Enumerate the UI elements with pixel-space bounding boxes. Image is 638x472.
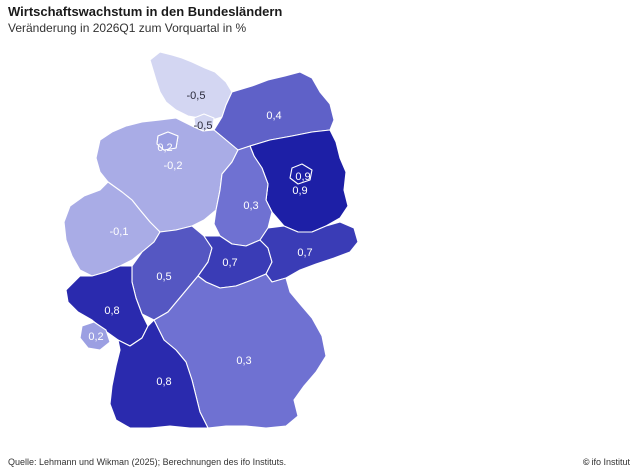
label-sachsen-anhalt: 0,3: [243, 200, 258, 212]
label-mecklenburg-vorpommern: 0,4: [266, 110, 281, 122]
label-rheinland-pfalz: 0,8: [104, 305, 119, 317]
chart-subtitle: Veränderung in 2026Q1 zum Vorquartal in …: [8, 21, 247, 35]
label-saarland: 0,2: [88, 331, 103, 343]
state-baden-wuerttemberg[interactable]: [109, 319, 209, 429]
state-schleswig-holstein[interactable]: [149, 51, 233, 121]
label-sachsen: 0,7: [297, 247, 312, 259]
label-berlin: 0,9: [295, 171, 310, 183]
state-sachsen[interactable]: [259, 221, 359, 283]
label-thueringen: 0,7: [222, 257, 237, 269]
copyright-symbol: ©: [582, 457, 590, 467]
label-hamburg: -0,5: [194, 120, 213, 132]
source-note: Quelle: Lehmann und Wikman (2025); Berec…: [8, 457, 287, 467]
chart-title: Wirtschaftswachstum in den Bundesländern: [8, 4, 283, 19]
label-brandenburg: 0,9: [292, 185, 307, 197]
state-berlin[interactable]: [289, 163, 313, 185]
state-saarland[interactable]: [79, 321, 111, 351]
label-niedersachsen: -0,2: [164, 160, 183, 172]
label-schleswig-holstein: -0,5: [187, 90, 206, 102]
label-bremen: 0,2: [157, 142, 172, 154]
label-bayern: 0,3: [236, 355, 251, 367]
brand-credit: © ifo Institut: [583, 457, 630, 467]
label-hessen: 0,5: [156, 271, 171, 283]
label-baden-wuerttemberg: 0,8: [156, 376, 171, 388]
brand-name: ifo Institut: [591, 457, 630, 467]
state-bremen[interactable]: [156, 131, 179, 151]
state-rheinland-pfalz[interactable]: [65, 265, 149, 347]
label-nordrhein-westfalen: -0,1: [110, 226, 129, 238]
